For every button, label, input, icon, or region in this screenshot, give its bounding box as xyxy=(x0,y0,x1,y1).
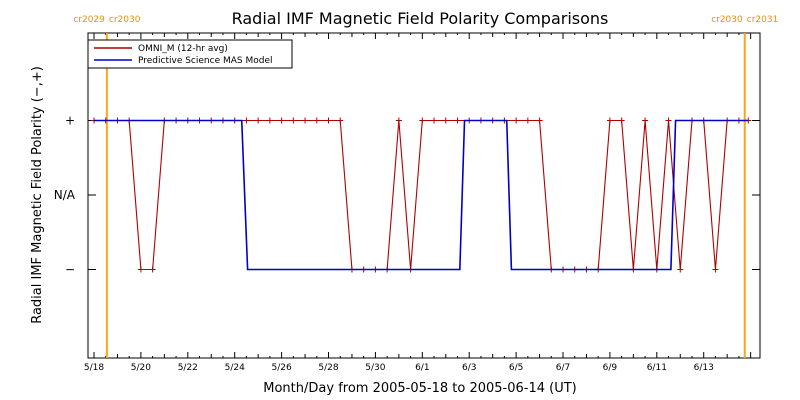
omni-data-point xyxy=(337,117,344,124)
x-tick-label: 6/1 xyxy=(415,363,429,373)
rotation-label-left: cr2029 xyxy=(73,15,105,25)
omni-data-point xyxy=(149,266,156,273)
omni-data-point xyxy=(302,117,309,124)
omni-data-point xyxy=(278,117,285,124)
y-tick-label: − xyxy=(65,263,75,277)
x-axis-label: Month/Day from 2005-05-18 to 2005-06-14 … xyxy=(263,381,576,396)
omni-data-point xyxy=(313,117,320,124)
omni-data-point xyxy=(665,117,672,124)
x-tick-label: 5/20 xyxy=(131,363,151,373)
omni-data-point xyxy=(395,117,402,124)
rotation-label-left: cr2030 xyxy=(711,15,743,25)
x-tick-label: 5/22 xyxy=(178,363,198,373)
omni-data-point xyxy=(137,266,144,273)
omni-data-point xyxy=(419,117,426,124)
x-tick-label: 5/28 xyxy=(318,363,338,373)
x-tick-label: 6/3 xyxy=(462,363,476,373)
omni-series-line xyxy=(94,119,749,271)
omni-data-point xyxy=(290,117,297,124)
legend-box xyxy=(87,39,293,69)
omni-data-point xyxy=(255,117,262,124)
omni-data-point xyxy=(618,117,625,124)
omni-data-point xyxy=(266,117,273,124)
x-tick-label: 5/24 xyxy=(225,363,245,373)
legend-entry: Predictive Science MAS Model xyxy=(138,56,273,66)
rotation-label-right: cr2030 xyxy=(109,15,141,25)
omni-data-point xyxy=(642,117,649,124)
carrington-rotation-labels: cr2029 cr2030 cr2030 cr2031 xyxy=(73,15,778,25)
series-layer xyxy=(91,117,752,273)
omni-data-point xyxy=(243,117,250,124)
plot-frame xyxy=(87,32,761,359)
plot-area: 5/18 5/20 5/22 5/24 5/26 5/28 5/30 6/1 6/3 6/5 6/7… xyxy=(54,32,761,373)
legend-entry: OMNI_M (12-hr avg) xyxy=(138,44,228,54)
x-tick-label: 6/7 xyxy=(556,363,570,373)
rotation-label-right: cr2031 xyxy=(747,15,779,25)
y-tick-label: + xyxy=(65,114,75,128)
x-tick-label: 5/30 xyxy=(365,363,385,373)
omni-data-point xyxy=(454,117,461,124)
omni-data-point xyxy=(513,117,520,124)
x-tick-label: 5/26 xyxy=(271,363,291,373)
omni-data-point xyxy=(677,266,684,273)
omni-data-point xyxy=(536,117,543,124)
x-tick-label: 6/5 xyxy=(509,363,523,373)
omni-data-point xyxy=(442,117,449,124)
omni-data-point xyxy=(431,117,438,124)
legend: OMNI_M (12-hr avg) Predictive Science MAS… xyxy=(87,39,293,69)
omni-data-point xyxy=(524,117,531,124)
x-tick-label: 6/11 xyxy=(647,363,667,373)
omni-data-point xyxy=(712,266,719,273)
x-tick-label: 5/18 xyxy=(84,363,104,373)
x-tick-label: 6/13 xyxy=(694,363,714,373)
x-tick-label: 6/9 xyxy=(603,363,618,373)
y-tick-label: N/A xyxy=(54,188,76,202)
mas-series-line xyxy=(94,119,749,271)
omni-data-point xyxy=(606,117,613,124)
omni-data-point xyxy=(325,117,332,124)
y-axis-label: Radial IMF Magnetic Field Polarity (−,+) xyxy=(30,66,45,324)
chart-title: Radial IMF Magnetic Field Polarity Compa… xyxy=(232,9,609,28)
